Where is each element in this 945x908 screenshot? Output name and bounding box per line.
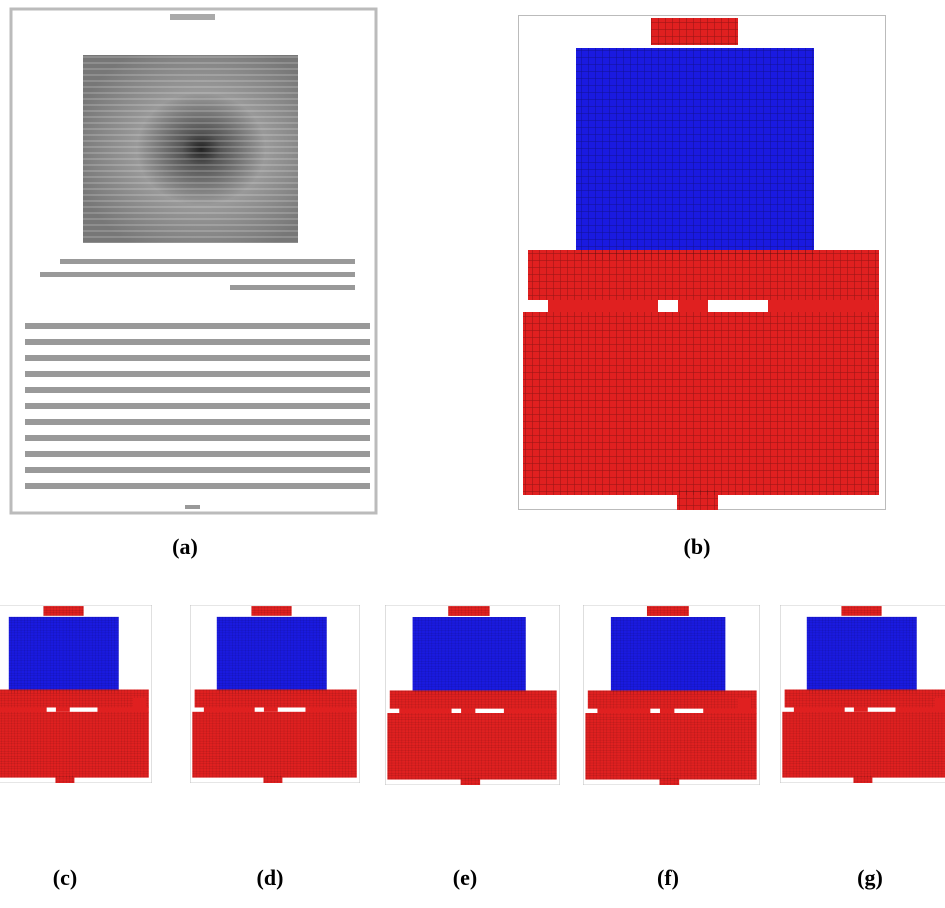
segmentation-result: [583, 605, 760, 785]
figure-canvas: (a) (b) (c) (d) (e) (f) (g): [0, 0, 945, 908]
panel-label: (a): [172, 534, 198, 559]
region: [133, 698, 146, 710]
panel-label: (f): [657, 865, 679, 890]
region: [738, 698, 751, 710]
panel-label: (g): [857, 865, 883, 890]
segmentation-result: [0, 605, 152, 783]
segmentation-result: [780, 605, 945, 783]
region: [935, 698, 945, 710]
panel-label: (b): [684, 534, 711, 559]
panel-label: (d): [257, 865, 284, 890]
segmentation-result: [385, 605, 560, 785]
figure: (a) (b) (c) (d) (e) (f) (g): [0, 0, 945, 908]
panel-label: (c): [53, 865, 77, 890]
document-image: [11, 9, 376, 513]
panel-label: (e): [453, 865, 477, 890]
segmentation-result: [518, 15, 886, 510]
segmentation-result: [190, 605, 360, 783]
